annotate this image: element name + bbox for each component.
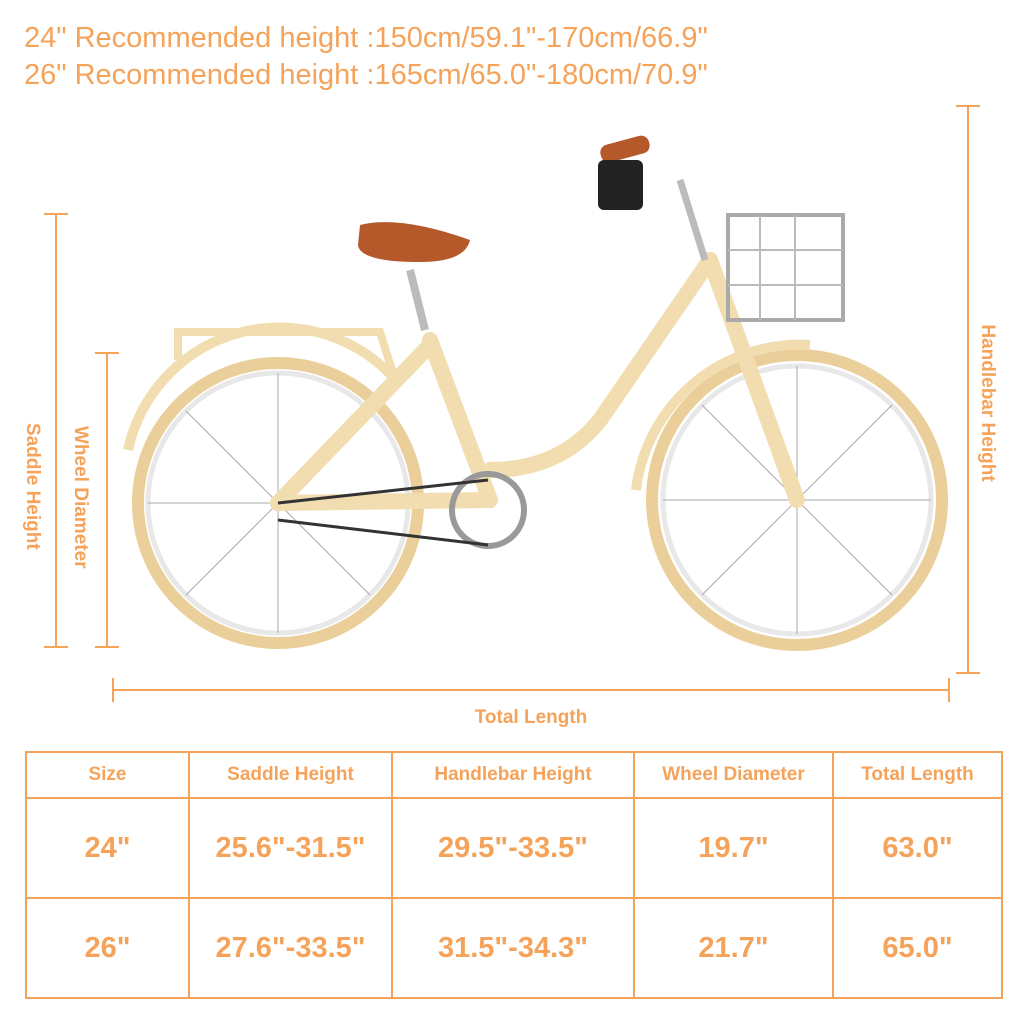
total-length-label: Total Length	[474, 707, 588, 728]
tick	[44, 646, 68, 648]
front-wheel	[646, 349, 948, 651]
cell: 63.0"	[832, 797, 1003, 899]
cell: 29.5"-33.5"	[391, 797, 635, 899]
cell: 24"	[25, 797, 190, 899]
cell: 27.6"-33.5"	[188, 897, 393, 999]
recommended-height-26: 26" Recommended height :165cm/65.0"-180c…	[24, 59, 708, 91]
cell: 21.7"	[633, 897, 834, 999]
header-total-length: Total Length	[832, 751, 1003, 799]
header-saddle-height: Saddle Height	[188, 751, 393, 799]
tick	[948, 678, 950, 702]
saddle-height-label: Saddle Height	[22, 423, 43, 550]
table-header-row: Size Saddle Height Handlebar Height Whee…	[25, 751, 1003, 799]
tick	[112, 678, 114, 702]
cell: 26"	[25, 897, 190, 999]
total-length-line	[112, 689, 950, 691]
recommended-height-24: 24" Recommended height :150cm/59.1"-170c…	[24, 22, 708, 54]
table-row: 26" 27.6"-33.5" 31.5"-34.3" 21.7" 65.0"	[25, 897, 1003, 999]
saddle-height-line	[55, 213, 57, 647]
cell: 31.5"-34.3"	[391, 897, 635, 999]
tick	[956, 672, 980, 674]
cell: 25.6"-31.5"	[188, 797, 393, 899]
header-size: Size	[25, 751, 190, 799]
tick	[956, 105, 980, 107]
handlebar-height-label: Handlebar Height	[977, 324, 998, 482]
header-handlebar-height: Handlebar Height	[391, 751, 635, 799]
wheel-diameter-label: Wheel Diameter	[70, 426, 91, 569]
saddle	[358, 222, 470, 262]
size-chart-table: Size Saddle Height Handlebar Height Whee…	[25, 751, 1003, 999]
header-wheel-diameter: Wheel Diameter	[633, 751, 834, 799]
table-row: 24" 25.6"-31.5" 29.5"-33.5" 19.7" 63.0"	[25, 797, 1003, 899]
tick	[95, 352, 119, 354]
handlebar-height-line	[967, 105, 969, 673]
cell: 19.7"	[633, 797, 834, 899]
wheel-diameter-line	[106, 352, 108, 647]
tick	[95, 646, 119, 648]
cell: 65.0"	[832, 897, 1003, 999]
tick	[44, 213, 68, 215]
